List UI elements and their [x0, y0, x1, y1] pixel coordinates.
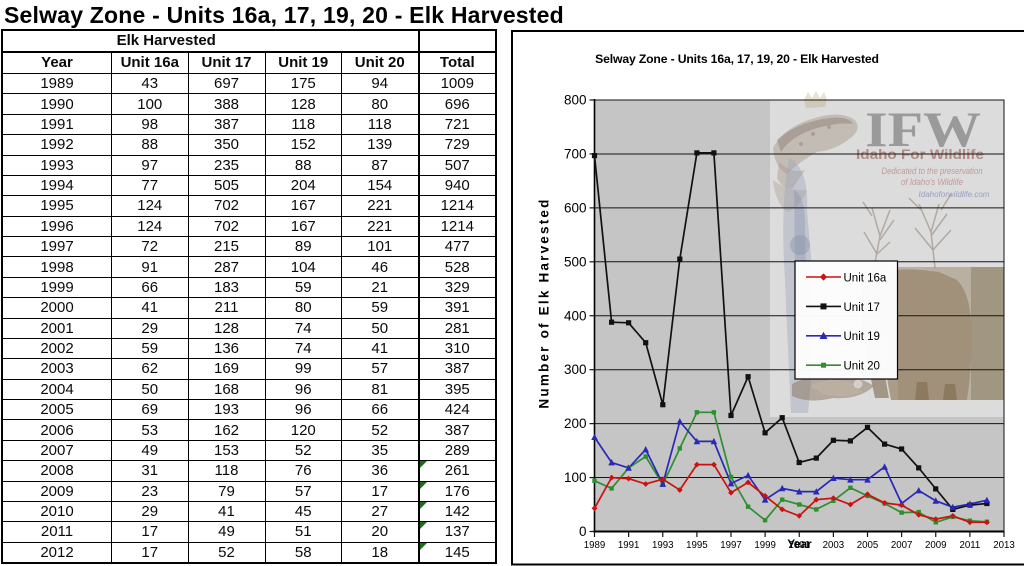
svg-text:2013: 2013 [993, 540, 1015, 551]
svg-text:1991: 1991 [618, 540, 640, 551]
svg-text:2005: 2005 [857, 540, 879, 551]
svg-text:Dedicated to the preservation: Dedicated to the preservation [882, 166, 983, 176]
svg-text:1997: 1997 [720, 540, 742, 551]
svg-text:Unit 19: Unit 19 [844, 331, 880, 343]
svg-text:600: 600 [564, 200, 587, 215]
svg-text:2011: 2011 [959, 540, 980, 551]
svg-text:2007: 2007 [891, 540, 913, 551]
svg-text:800: 800 [564, 93, 587, 108]
svg-text:Selway Zone - Units 16a, 17, 1: Selway Zone - Units 16a, 17, 19, 20 - El… [595, 52, 879, 66]
svg-text:Unit 16a: Unit 16a [844, 272, 887, 284]
svg-text:Year: Year [787, 539, 812, 551]
svg-text:1989: 1989 [584, 540, 606, 551]
svg-text:700: 700 [564, 146, 587, 161]
svg-text:IFW: IFW [865, 101, 981, 157]
svg-text:1995: 1995 [686, 540, 708, 551]
svg-text:Number of Elk Harvested: Number of Elk Harvested [537, 197, 552, 408]
svg-text:300: 300 [564, 362, 587, 377]
svg-text:Unit 17: Unit 17 [844, 302, 880, 314]
svg-text:400: 400 [564, 308, 587, 323]
svg-text:1993: 1993 [652, 540, 674, 551]
svg-text:Idaho For Wildlife: Idaho For Wildlife [856, 147, 985, 162]
svg-text:2003: 2003 [823, 540, 845, 551]
svg-text:500: 500 [564, 254, 587, 269]
svg-text:of Idaho's Wildlife: of Idaho's Wildlife [901, 177, 963, 187]
svg-text:0: 0 [579, 524, 587, 539]
svg-text:Idahoforwildlife.com: Idahoforwildlife.com [919, 190, 990, 199]
svg-text:2001: 2001 [788, 540, 810, 551]
svg-text:Unit 20: Unit 20 [844, 361, 880, 373]
svg-text:200: 200 [564, 416, 587, 431]
svg-text:2009: 2009 [925, 540, 947, 551]
svg-text:1999: 1999 [754, 540, 776, 551]
svg-text:100: 100 [564, 470, 587, 485]
